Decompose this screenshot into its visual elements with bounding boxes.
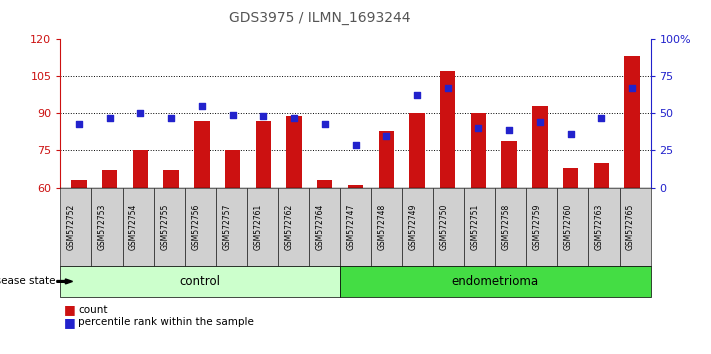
Text: GSM572748: GSM572748 xyxy=(378,204,387,250)
Text: GDS3975 / ILMN_1693244: GDS3975 / ILMN_1693244 xyxy=(229,11,411,25)
Point xyxy=(196,103,208,109)
Point xyxy=(350,142,361,147)
Point xyxy=(565,131,577,137)
Point xyxy=(166,115,177,121)
Text: GSM572757: GSM572757 xyxy=(223,203,231,250)
Text: count: count xyxy=(78,305,107,315)
Point xyxy=(473,125,484,131)
Bar xyxy=(440,71,455,188)
Bar xyxy=(501,141,517,188)
Bar xyxy=(594,163,609,188)
Point xyxy=(227,112,238,118)
Text: GSM572755: GSM572755 xyxy=(160,203,169,250)
Point xyxy=(596,115,607,121)
Text: GSM572747: GSM572747 xyxy=(346,203,356,250)
Text: ■: ■ xyxy=(64,303,76,316)
Point xyxy=(411,93,422,98)
Bar xyxy=(225,150,240,188)
Bar xyxy=(533,106,547,188)
Text: GSM572764: GSM572764 xyxy=(316,203,324,250)
Point xyxy=(319,121,331,126)
Text: GSM572762: GSM572762 xyxy=(284,204,294,250)
Bar xyxy=(348,185,363,188)
Bar xyxy=(378,131,394,188)
Bar xyxy=(624,56,640,188)
Text: percentile rank within the sample: percentile rank within the sample xyxy=(78,317,254,327)
Text: GSM572753: GSM572753 xyxy=(98,203,107,250)
Text: GSM572760: GSM572760 xyxy=(564,203,573,250)
Text: control: control xyxy=(180,275,220,288)
Text: GSM572756: GSM572756 xyxy=(191,203,201,250)
Point xyxy=(73,121,85,126)
Text: GSM572758: GSM572758 xyxy=(502,204,510,250)
Text: endometrioma: endometrioma xyxy=(451,275,539,288)
Bar xyxy=(164,170,178,188)
Text: GSM572754: GSM572754 xyxy=(129,203,138,250)
Text: GSM572752: GSM572752 xyxy=(67,204,76,250)
Text: GSM572765: GSM572765 xyxy=(626,203,635,250)
Bar xyxy=(256,121,271,188)
Point xyxy=(380,133,392,138)
Text: disease state: disease state xyxy=(0,276,55,286)
Bar xyxy=(563,168,578,188)
Point xyxy=(534,119,545,125)
Text: GSM572750: GSM572750 xyxy=(439,203,449,250)
Bar xyxy=(317,180,333,188)
Bar xyxy=(71,180,87,188)
Text: GSM572761: GSM572761 xyxy=(253,204,262,250)
Bar xyxy=(133,150,148,188)
Point xyxy=(289,115,300,121)
Text: GSM572749: GSM572749 xyxy=(409,203,417,250)
Bar xyxy=(287,116,301,188)
Text: GSM572751: GSM572751 xyxy=(471,204,480,250)
Text: GSM572759: GSM572759 xyxy=(533,203,542,250)
Bar xyxy=(410,113,424,188)
Bar xyxy=(471,113,486,188)
Point xyxy=(257,113,269,119)
Point xyxy=(104,115,115,121)
Bar xyxy=(102,170,117,188)
Point xyxy=(626,85,638,91)
Point xyxy=(134,110,146,116)
Bar xyxy=(194,121,210,188)
Text: GSM572763: GSM572763 xyxy=(595,203,604,250)
Text: ■: ■ xyxy=(64,316,76,329)
Point xyxy=(442,85,454,91)
Point xyxy=(503,127,515,132)
